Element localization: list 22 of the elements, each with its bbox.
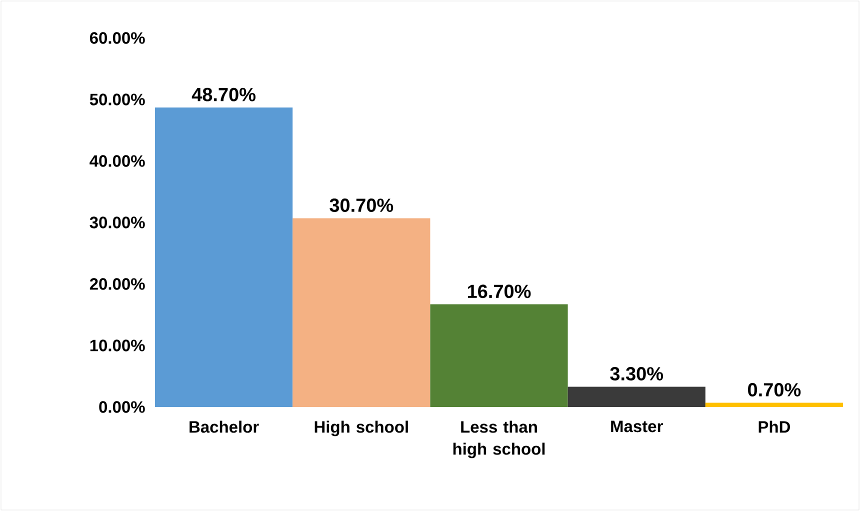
bar [568,386,706,407]
data-label: 16.70% [468,284,531,298]
y-tick-label: 60.00% [90,32,145,44]
y-tick-label: 0.00% [99,401,145,413]
y-tick-label: 10.00% [90,340,145,352]
y-tick-label: 20.00% [90,278,145,290]
x-tick-label: PhD [758,420,790,433]
bar [430,304,568,407]
x-tick-label: Master [611,420,663,432]
bar [705,402,844,407]
x-tick-label: Less than high school [453,420,545,458]
y-tick-label: 30.00% [90,216,145,228]
data-label: 0.70% [748,383,801,396]
data-label: 30.70% [330,198,394,212]
y-tick-label: 50.00% [90,94,145,106]
y-tick-label: 40.00% [90,155,145,167]
x-tick-label: High school [314,420,408,436]
bar [155,107,293,407]
bar [292,218,430,407]
x-tick-label: Bachelor [190,420,259,433]
data-label: 3.30% [610,367,664,381]
data-label: 48.70% [192,88,256,102]
